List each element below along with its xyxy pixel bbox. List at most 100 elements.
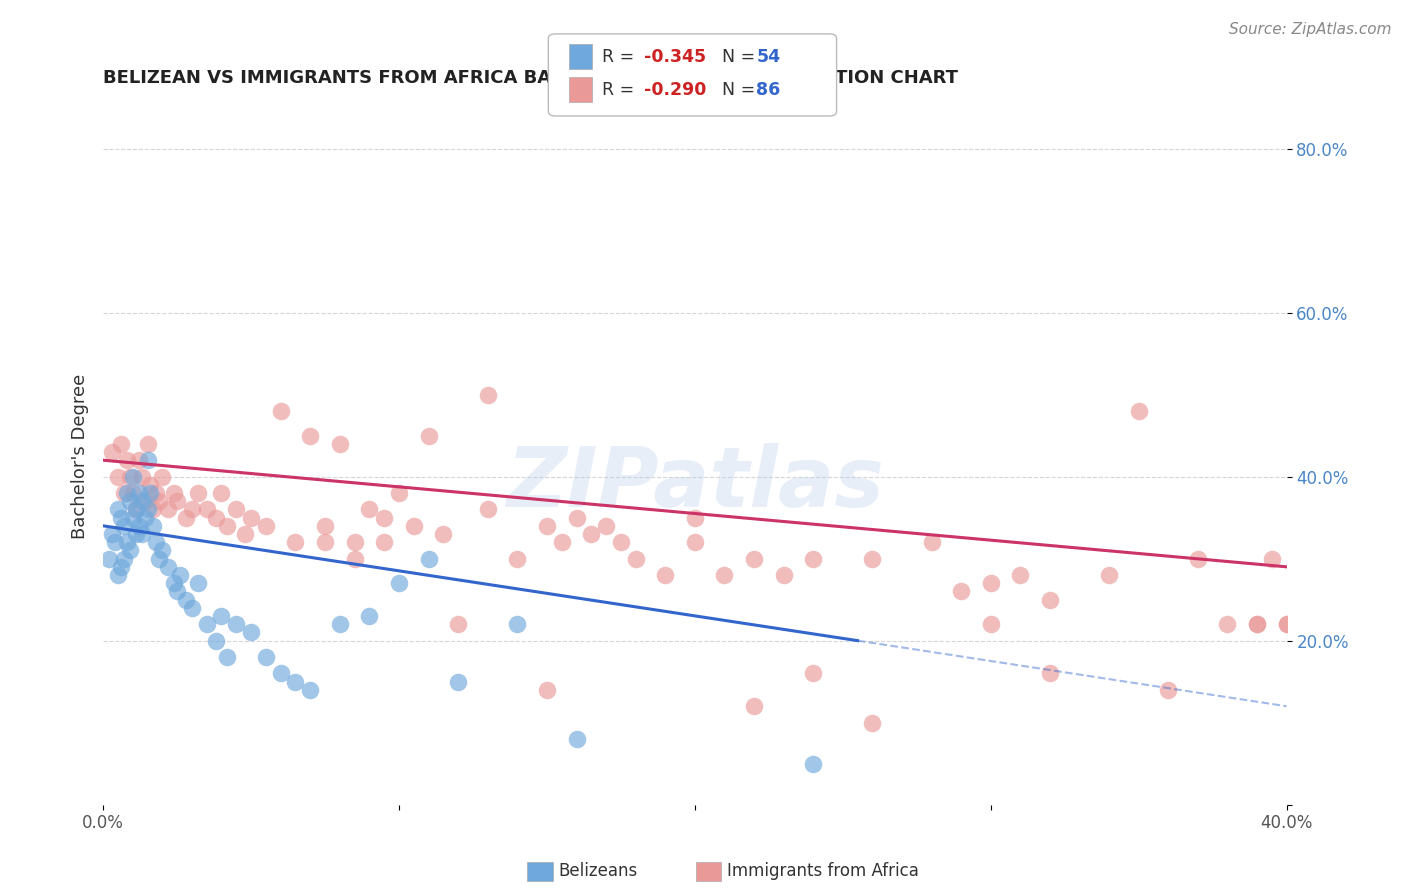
Point bbox=[343, 535, 366, 549]
Point bbox=[157, 502, 180, 516]
Point bbox=[233, 527, 256, 541]
Point bbox=[107, 568, 129, 582]
Point bbox=[101, 527, 124, 541]
Point bbox=[169, 568, 191, 582]
Point bbox=[447, 674, 470, 689]
Point bbox=[610, 535, 633, 549]
Point bbox=[115, 535, 138, 549]
Point bbox=[1187, 551, 1209, 566]
Point bbox=[373, 510, 395, 524]
Point bbox=[131, 469, 153, 483]
Point bbox=[180, 600, 202, 615]
Point bbox=[713, 568, 735, 582]
Point bbox=[950, 584, 973, 599]
Point bbox=[112, 551, 135, 566]
Point bbox=[683, 535, 706, 549]
Point bbox=[1010, 568, 1032, 582]
Point bbox=[565, 510, 588, 524]
Point bbox=[1128, 404, 1150, 418]
Point bbox=[110, 559, 132, 574]
Point bbox=[124, 527, 146, 541]
Point bbox=[1246, 617, 1268, 632]
Point bbox=[980, 617, 1002, 632]
Point bbox=[118, 469, 141, 483]
Point bbox=[343, 551, 366, 566]
Point bbox=[115, 453, 138, 467]
Point bbox=[1098, 568, 1121, 582]
Point bbox=[128, 486, 150, 500]
Point bbox=[506, 617, 529, 632]
Point bbox=[447, 617, 470, 632]
Point bbox=[195, 502, 218, 516]
Point bbox=[1275, 617, 1298, 632]
Point bbox=[299, 428, 322, 442]
Point bbox=[211, 609, 233, 624]
Text: R =: R = bbox=[602, 48, 640, 66]
Point bbox=[477, 387, 499, 401]
Text: Source: ZipAtlas.com: Source: ZipAtlas.com bbox=[1229, 22, 1392, 37]
Text: Immigrants from Africa: Immigrants from Africa bbox=[727, 863, 918, 880]
Text: 54: 54 bbox=[756, 48, 780, 66]
Point bbox=[477, 502, 499, 516]
Point bbox=[148, 551, 170, 566]
Point bbox=[163, 576, 186, 591]
Point bbox=[166, 494, 188, 508]
Point bbox=[112, 486, 135, 500]
Point bbox=[110, 510, 132, 524]
Text: N =: N = bbox=[711, 48, 761, 66]
Point bbox=[329, 437, 352, 451]
Point bbox=[131, 527, 153, 541]
Point bbox=[240, 625, 263, 640]
Point bbox=[128, 453, 150, 467]
Point bbox=[145, 486, 167, 500]
Point bbox=[270, 666, 292, 681]
Point bbox=[359, 609, 381, 624]
Point bbox=[624, 551, 647, 566]
Point bbox=[1039, 666, 1062, 681]
Point bbox=[150, 543, 173, 558]
Point bbox=[654, 568, 676, 582]
Point bbox=[551, 535, 574, 549]
Point bbox=[359, 502, 381, 516]
Point bbox=[204, 633, 226, 648]
Point bbox=[124, 502, 146, 516]
Point bbox=[314, 535, 336, 549]
Point bbox=[121, 486, 143, 500]
Point bbox=[373, 535, 395, 549]
Point bbox=[115, 486, 138, 500]
Text: BELIZEAN VS IMMIGRANTS FROM AFRICA BACHELOR'S DEGREE CORRELATION CHART: BELIZEAN VS IMMIGRANTS FROM AFRICA BACHE… bbox=[103, 69, 957, 87]
Point bbox=[110, 437, 132, 451]
Point bbox=[118, 494, 141, 508]
Point bbox=[139, 486, 162, 500]
Point bbox=[174, 510, 197, 524]
Text: -0.345: -0.345 bbox=[644, 48, 706, 66]
Text: 86: 86 bbox=[756, 80, 780, 99]
Point bbox=[742, 551, 765, 566]
Point bbox=[139, 478, 162, 492]
Point bbox=[772, 568, 794, 582]
Point bbox=[118, 543, 141, 558]
Point bbox=[104, 535, 127, 549]
Point bbox=[314, 518, 336, 533]
Point bbox=[136, 453, 159, 467]
Text: ZIPatlas: ZIPatlas bbox=[506, 443, 884, 524]
Point bbox=[418, 551, 440, 566]
Point bbox=[1261, 551, 1284, 566]
Point bbox=[565, 732, 588, 747]
Point bbox=[284, 674, 307, 689]
Point bbox=[299, 682, 322, 697]
Point bbox=[506, 551, 529, 566]
Point bbox=[195, 617, 218, 632]
Point bbox=[98, 551, 121, 566]
Point bbox=[142, 518, 165, 533]
Point bbox=[801, 551, 824, 566]
Point bbox=[150, 469, 173, 483]
Point bbox=[1039, 592, 1062, 607]
Point bbox=[536, 682, 558, 697]
Point bbox=[211, 486, 233, 500]
Point bbox=[329, 617, 352, 632]
Point bbox=[107, 469, 129, 483]
Point bbox=[1157, 682, 1180, 697]
Point bbox=[225, 502, 247, 516]
Point bbox=[187, 576, 209, 591]
